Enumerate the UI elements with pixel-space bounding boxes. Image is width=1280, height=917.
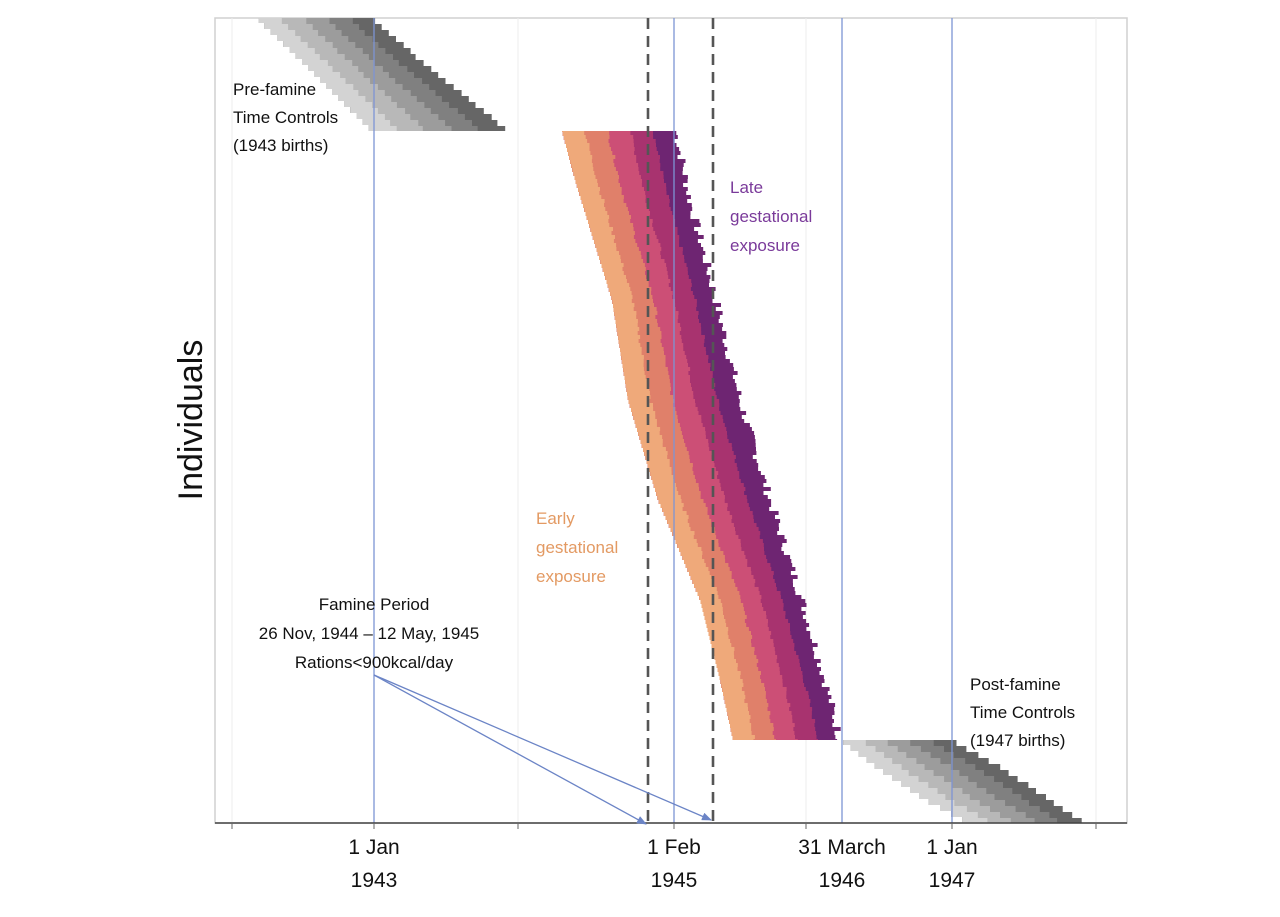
tick-1jan1947-line2: 1947 <box>929 869 976 892</box>
arrow-to-famine-end <box>373 674 712 821</box>
arrow-to-famine-start <box>373 674 647 825</box>
x-tick-labels: 1 Jan 1943 1 Feb 1945 31 March 1946 1 Ja… <box>348 836 977 892</box>
pre-control-band-1 <box>258 18 397 131</box>
post-famine-label: Post-famine Time Controls (1947 births) <box>970 675 1075 750</box>
exposed-band-1 <box>562 131 755 740</box>
svg-text:Pre-famine: Pre-famine <box>233 80 316 99</box>
famine-period-annotation: Famine Period 26 Nov, 1944 – 12 May, 194… <box>259 595 480 672</box>
famine-title: Famine Period <box>319 595 430 614</box>
post-famine-control-bands <box>843 740 1082 823</box>
svg-text:Post-famine: Post-famine <box>970 675 1061 694</box>
svg-text:Late: Late <box>730 178 763 197</box>
pre-famine-label: Pre-famine Time Controls (1943 births) <box>233 80 338 155</box>
x-axis-ticks <box>231 823 1097 829</box>
tick-1feb1945-line2: 1945 <box>651 869 698 892</box>
date-lines <box>373 18 953 823</box>
famine-arrows <box>373 674 712 825</box>
tick-1jan1943-line1: 1 Jan <box>348 836 399 859</box>
tick-1jan1947-line1: 1 Jan <box>926 836 977 859</box>
famine-exposed-bands <box>562 131 841 740</box>
tick-31mar1946-line2: 1946 <box>819 869 866 892</box>
svg-text:Time Controls: Time Controls <box>970 703 1075 722</box>
tick-1feb1945-line1: 1 Feb <box>647 836 701 859</box>
pre-famine-control-bands <box>258 18 506 131</box>
svg-text:exposure: exposure <box>536 567 606 586</box>
famine-dates: 26 Nov, 1944 – 12 May, 1945 <box>259 624 480 643</box>
svg-text:gestational: gestational <box>730 207 812 226</box>
early-gestational-label: Early gestational exposure <box>536 509 618 586</box>
svg-text:(1947 births): (1947 births) <box>970 731 1065 750</box>
famine-boundaries <box>646 18 715 823</box>
tick-1jan1943-line2: 1943 <box>351 869 398 892</box>
svg-text:(1943 births): (1943 births) <box>233 136 328 155</box>
svg-text:Time Controls: Time Controls <box>233 108 338 127</box>
late-gestational-label: Late gestational exposure <box>730 178 812 255</box>
tick-31mar1946-line1: 31 March <box>798 836 886 859</box>
svg-text:gestational: gestational <box>536 538 618 557</box>
svg-text:exposure: exposure <box>730 236 800 255</box>
svg-text:Early: Early <box>536 509 575 528</box>
y-axis-label: Individuals <box>172 340 210 501</box>
famine-rations: Rations<900kcal/day <box>295 653 454 672</box>
